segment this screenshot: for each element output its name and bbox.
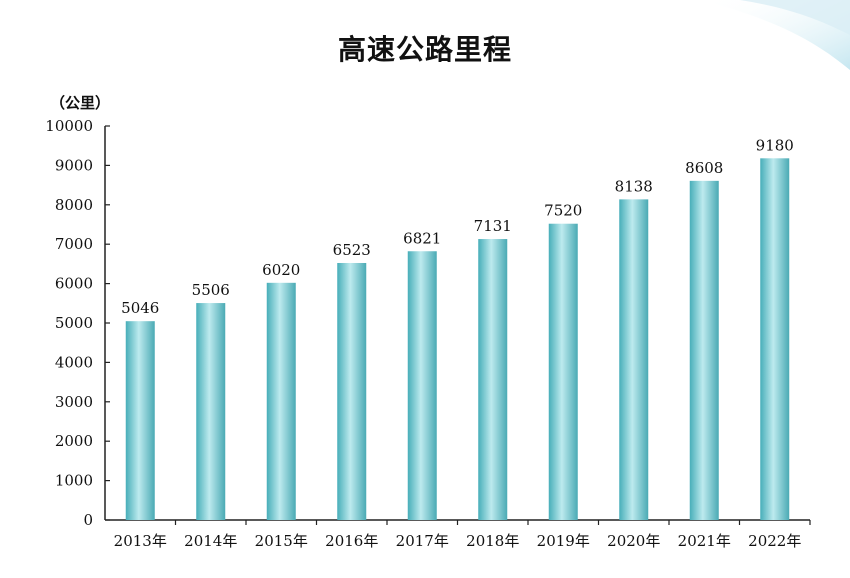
bar — [266, 282, 296, 520]
x-tick-label: 2014年 — [184, 532, 237, 550]
bar-value-label: 6523 — [333, 241, 371, 259]
bar — [619, 199, 649, 520]
bar-series: 5046 5506 6020 6523 6821 7131 7520 8138 8608 9180 — [121, 136, 794, 521]
x-tick-label: 2022年 — [748, 532, 801, 550]
bar-value-label: 8608 — [685, 159, 723, 177]
bar-value-label: 5506 — [192, 281, 230, 299]
chart-title: 高速公路里程 — [337, 33, 512, 66]
y-tick-label: 4000 — [55, 353, 93, 371]
chart-axes: 0 1000 2000 3000 4000 5000 6000 7000 8000 9000 100… — [45, 117, 811, 550]
x-tick-label: 2021年 — [678, 532, 731, 550]
y-tick-label: 2000 — [55, 432, 93, 450]
x-tick-label: 2019年 — [537, 532, 590, 550]
bar — [337, 262, 367, 520]
y-tick-label: 6000 — [55, 275, 93, 293]
bar — [760, 158, 790, 521]
bar — [548, 223, 578, 520]
y-tick-label: 0 — [83, 511, 93, 529]
bar-value-label: 6821 — [403, 229, 441, 247]
y-tick-label: 3000 — [55, 393, 93, 411]
x-tick-label: 2017年 — [396, 532, 449, 550]
x-tick-label: 2016年 — [325, 532, 378, 550]
bar-value-label: 9180 — [756, 136, 794, 154]
bar-value-label: 7131 — [474, 217, 512, 235]
x-tick-label: 2018年 — [466, 532, 519, 550]
x-tick-label: 2015年 — [255, 532, 308, 550]
bar-value-label: 6020 — [262, 261, 300, 279]
y-tick-label: 7000 — [55, 235, 93, 253]
x-tick-label: 2013年 — [114, 532, 167, 550]
x-tick-label: 2020年 — [607, 532, 660, 550]
bar — [478, 239, 508, 520]
bar-value-label: 5046 — [121, 299, 159, 317]
bar — [689, 180, 719, 521]
y-tick-label: 1000 — [55, 472, 93, 490]
bar-value-label: 7520 — [544, 202, 582, 220]
bar-value-label: 8138 — [615, 177, 653, 195]
bar — [196, 303, 226, 520]
y-tick-label: 8000 — [55, 196, 93, 214]
y-tick-label: 10000 — [45, 117, 93, 135]
bar — [407, 251, 437, 520]
y-tick-label: 5000 — [55, 314, 93, 332]
bar — [125, 321, 155, 520]
y-axis-unit-label: （公里） — [50, 94, 111, 112]
y-tick-label: 9000 — [55, 156, 93, 174]
